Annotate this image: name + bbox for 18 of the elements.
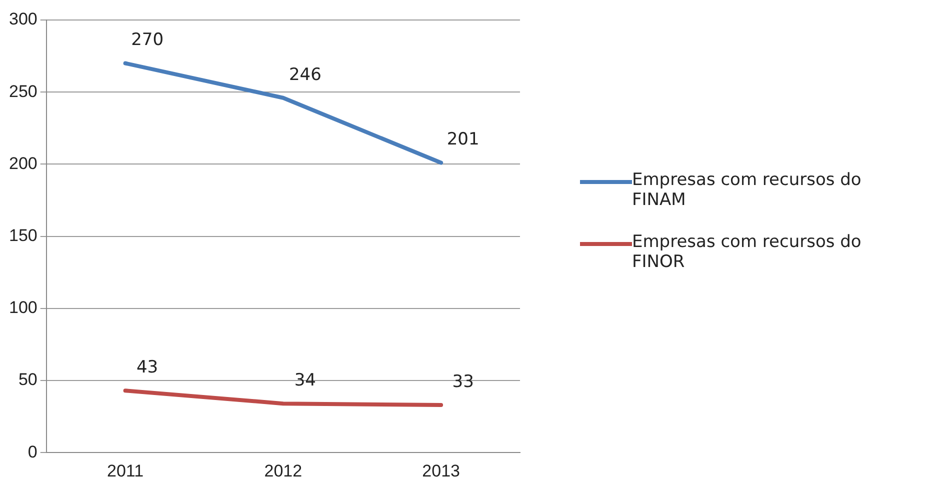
data-label: 201 bbox=[446, 130, 480, 150]
y-tick-label: 300 bbox=[8, 10, 38, 29]
y-tick-label: 50 bbox=[18, 370, 38, 390]
legend-label: Empresas com recursos do FINOR bbox=[632, 232, 862, 272]
x-tick-label: 2011 bbox=[107, 461, 144, 480]
data-label: 246 bbox=[288, 64, 322, 85]
y-tick-label: 250 bbox=[8, 82, 38, 101]
data-label: 270 bbox=[131, 30, 164, 50]
x-tick-label: 2012 bbox=[264, 461, 302, 480]
data-label: 34 bbox=[294, 370, 316, 390]
x-tick-label: 2013 bbox=[422, 461, 460, 480]
y-tick-label: 100 bbox=[8, 298, 38, 318]
y-tick-label: 150 bbox=[8, 226, 38, 245]
data-label: 43 bbox=[136, 358, 158, 378]
y-tick-label: 0 bbox=[28, 442, 38, 462]
legend-label: Empresas com recursos do FINAM bbox=[632, 170, 862, 210]
data-label: 33 bbox=[452, 372, 474, 392]
y-tick-label: 200 bbox=[8, 154, 38, 173]
